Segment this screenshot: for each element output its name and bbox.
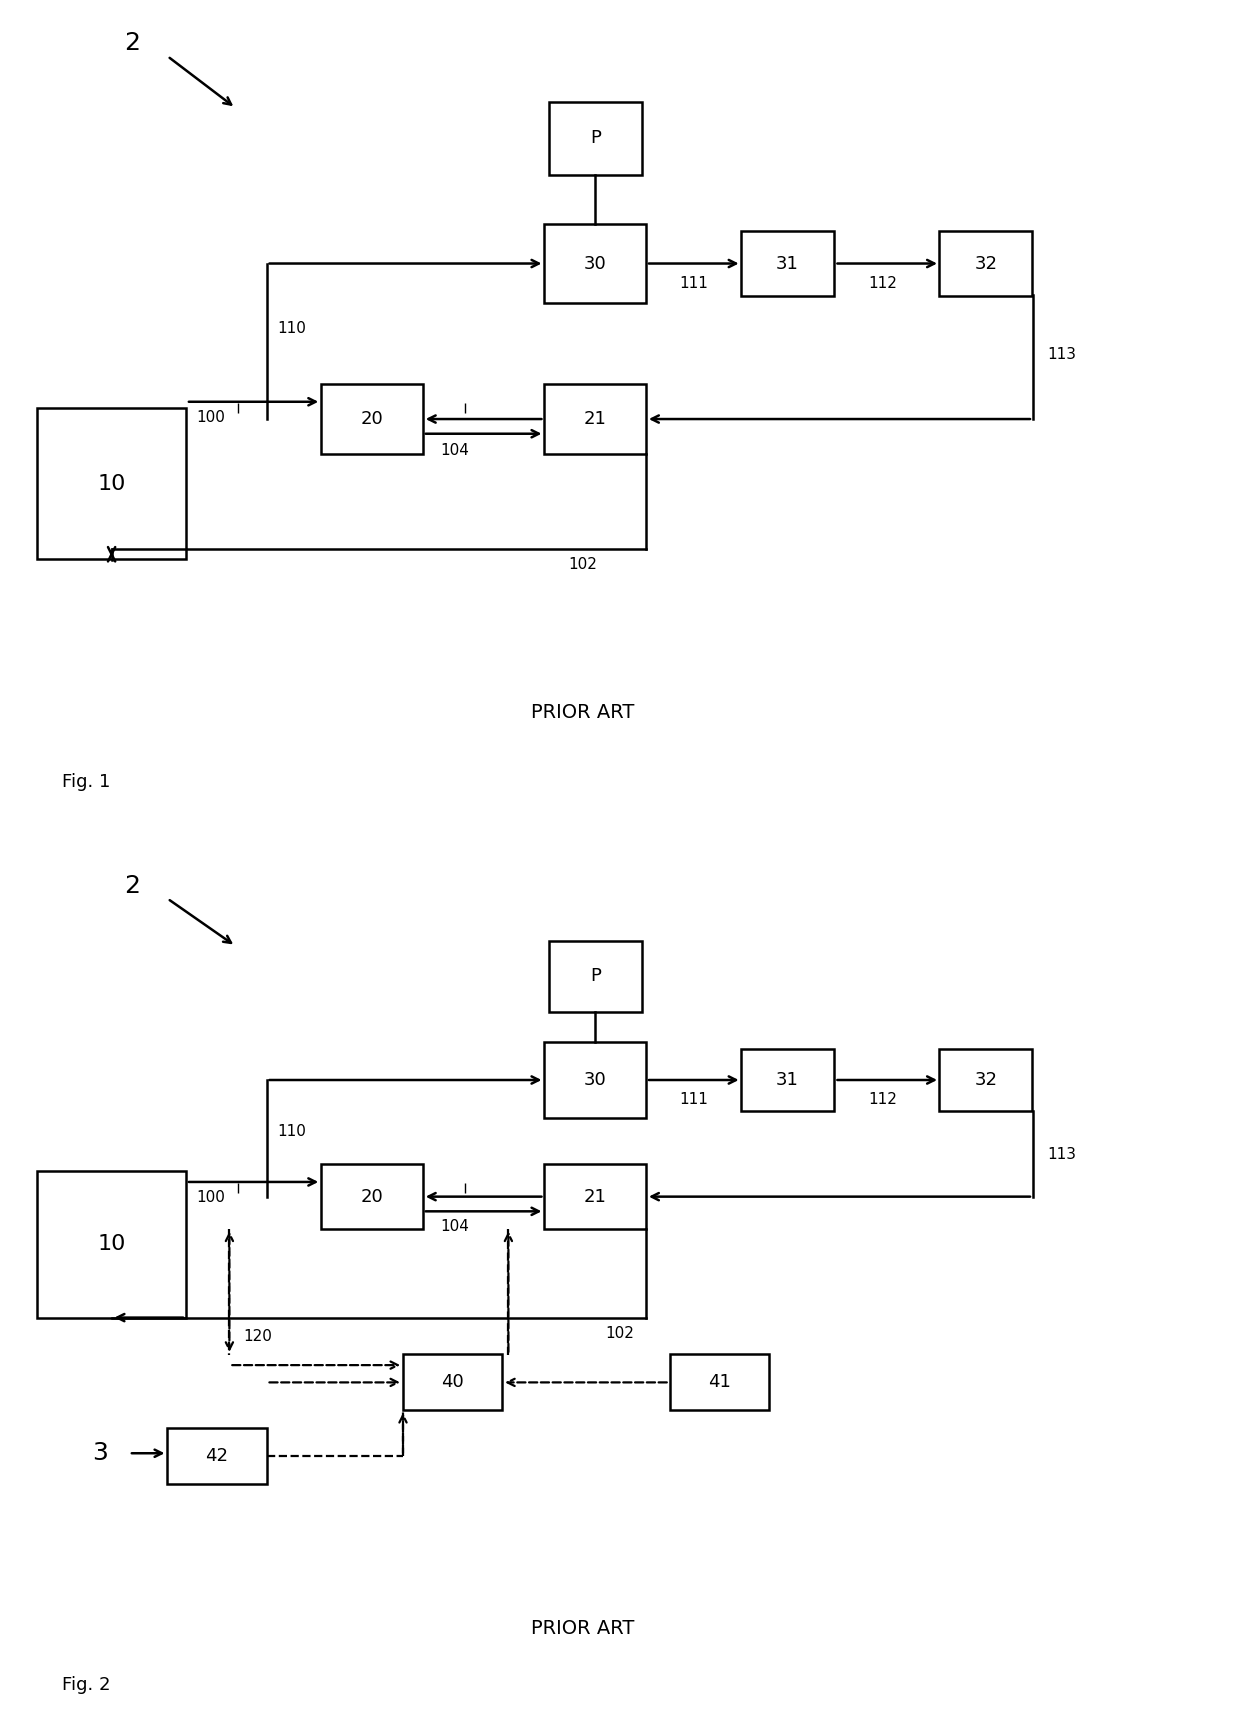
Text: 21: 21 [584, 410, 606, 429]
Text: 3: 3 [92, 1441, 108, 1465]
Text: P: P [590, 968, 600, 985]
Text: 100: 100 [196, 410, 224, 425]
Text: 20: 20 [361, 1187, 383, 1206]
Text: 110: 110 [278, 321, 306, 335]
Text: 112: 112 [868, 1092, 897, 1106]
FancyBboxPatch shape [940, 1049, 1032, 1111]
FancyBboxPatch shape [544, 385, 646, 453]
Text: 100: 100 [196, 1191, 224, 1204]
Text: 2: 2 [124, 31, 140, 55]
Text: 102: 102 [568, 556, 598, 572]
Text: 102: 102 [605, 1325, 635, 1341]
FancyBboxPatch shape [321, 1165, 423, 1229]
Text: 20: 20 [361, 410, 383, 429]
Text: 104: 104 [440, 442, 469, 458]
FancyBboxPatch shape [167, 1427, 267, 1484]
FancyBboxPatch shape [37, 1172, 186, 1317]
Text: 111: 111 [680, 276, 708, 290]
FancyBboxPatch shape [37, 408, 186, 560]
Text: P: P [590, 130, 600, 147]
Text: Fig. 2: Fig. 2 [62, 1676, 110, 1693]
FancyBboxPatch shape [321, 385, 423, 453]
FancyBboxPatch shape [742, 1049, 833, 1111]
FancyBboxPatch shape [403, 1355, 502, 1410]
FancyBboxPatch shape [544, 1042, 646, 1118]
Text: 42: 42 [206, 1446, 228, 1465]
Text: 32: 32 [975, 254, 997, 273]
Text: 40: 40 [441, 1374, 464, 1391]
Text: 110: 110 [278, 1125, 306, 1139]
Text: 2: 2 [124, 874, 140, 897]
FancyBboxPatch shape [544, 225, 646, 304]
FancyBboxPatch shape [549, 940, 642, 1013]
Text: 104: 104 [440, 1220, 469, 1234]
Text: PRIOR ART: PRIOR ART [531, 1619, 635, 1638]
Text: 31: 31 [776, 254, 799, 273]
Text: 30: 30 [584, 1071, 606, 1089]
Text: 32: 32 [975, 1071, 997, 1089]
Text: 41: 41 [708, 1374, 730, 1391]
Text: 30: 30 [584, 254, 606, 273]
FancyBboxPatch shape [544, 1165, 646, 1229]
FancyBboxPatch shape [670, 1355, 769, 1410]
Text: 120: 120 [243, 1329, 272, 1344]
Text: 21: 21 [584, 1187, 606, 1206]
FancyBboxPatch shape [940, 232, 1032, 295]
Text: 10: 10 [98, 473, 125, 494]
Text: 112: 112 [868, 276, 897, 290]
FancyBboxPatch shape [549, 102, 642, 175]
Text: Fig. 1: Fig. 1 [62, 772, 110, 791]
Text: PRIOR ART: PRIOR ART [531, 703, 635, 722]
FancyBboxPatch shape [742, 232, 833, 295]
Text: 113: 113 [1048, 1147, 1076, 1161]
Text: 111: 111 [680, 1092, 708, 1106]
Text: 10: 10 [98, 1234, 125, 1255]
Text: 113: 113 [1048, 347, 1076, 361]
Text: 31: 31 [776, 1071, 799, 1089]
